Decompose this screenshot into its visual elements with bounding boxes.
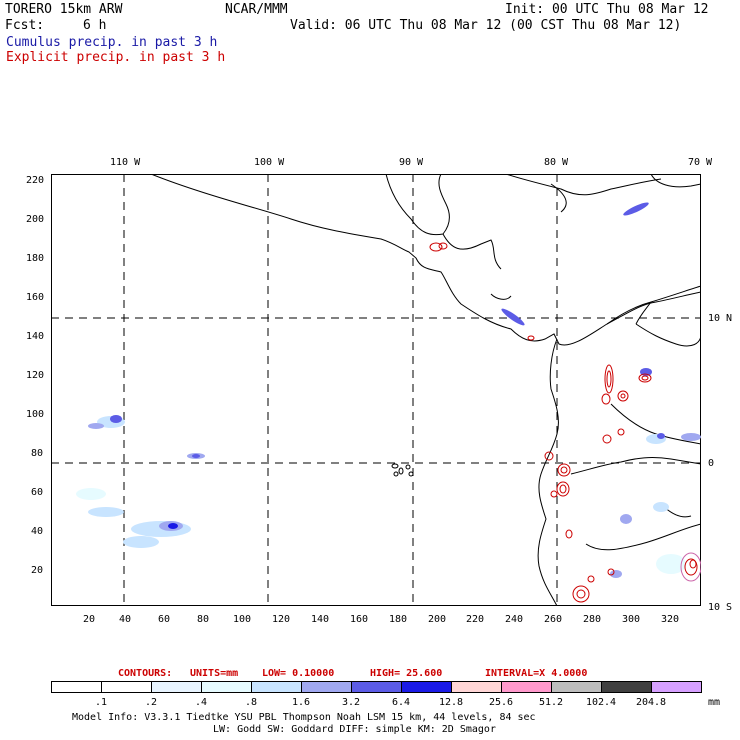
colorbar-label: 51.2 [538, 697, 564, 708]
colorbar-label: .8 [244, 697, 258, 708]
colorbar-cell [301, 681, 352, 693]
valid-time: Valid: 06 UTC Thu 08 Mar 12 (00 CST Thu … [290, 18, 682, 33]
colorbar-unit: mm [708, 697, 721, 708]
colorbar-cell [401, 681, 452, 693]
colorbar-label: 204.8 [635, 697, 667, 708]
lat-label-10s: 10 S [708, 602, 733, 613]
colorbar-cell [251, 681, 302, 693]
coast-belize [442, 233, 502, 270]
y-tick: 60 [31, 487, 44, 498]
colorbar-cell [651, 681, 702, 693]
colorbar-label: 12.8 [438, 697, 464, 708]
x-tick: 260 [544, 614, 563, 625]
x-tick: 200 [428, 614, 447, 625]
model-info: Model Info: V3.3.1 Tiedtke YSU PBL Thomp… [72, 712, 536, 723]
lon-label-90w: 90 W [399, 157, 424, 168]
colorbar-cell [451, 681, 502, 693]
contour-units: UNITS=mm [190, 668, 239, 679]
y-tick: 140 [26, 331, 45, 342]
lat-label-10n: 10 N [708, 313, 733, 324]
model-title: TORERO 15km ARW [5, 2, 123, 17]
colorbar-cell [501, 681, 552, 693]
colorbar-label: 25.6 [488, 697, 514, 708]
init-time: Init: 00 UTC Thu 08 Mar 12 [505, 2, 709, 17]
x-tick: 100 [233, 614, 252, 625]
y-tick: 160 [26, 292, 45, 303]
y-tick: 200 [26, 214, 45, 225]
lon-label-100w: 100 W [254, 157, 285, 168]
forecast-value: 6 h [83, 18, 107, 33]
contour-label: CONTOURS: [118, 668, 173, 679]
coastlines [150, 174, 701, 606]
coast-cuba-west [550, 183, 567, 213]
precip-map [51, 174, 701, 606]
contour-low: LOW= 0.10000 [262, 668, 335, 679]
x-tick: 320 [661, 614, 680, 625]
x-tick: 240 [505, 614, 524, 625]
lon-label-110w: 110 W [110, 157, 141, 168]
y-tick: 20 [31, 565, 44, 576]
x-tick: 220 [466, 614, 485, 625]
coast-caribbean-north [650, 174, 701, 188]
y-tick: 80 [31, 448, 44, 459]
y-tick: 40 [31, 526, 44, 537]
y-tick: 220 [26, 175, 45, 186]
x-tick: 20 [83, 614, 96, 625]
graticule [51, 174, 701, 606]
y-tick: 100 [26, 409, 45, 420]
y-tick: 120 [26, 370, 45, 381]
colorbar-cell [551, 681, 602, 693]
colorbar-label: 1.6 [291, 697, 311, 708]
contour-interval: INTERVAL=X 4.0000 [485, 668, 588, 679]
border-ecuador-peru [570, 457, 701, 475]
colorbar-label: .4 [194, 697, 208, 708]
organization: NCAR/MMM [225, 2, 288, 17]
colorbar-label: 102.4 [585, 697, 617, 708]
x-tick: 300 [622, 614, 641, 625]
colorbar-label: 6.4 [391, 697, 411, 708]
legend-cumulus: Cumulus precip. in past 3 h [6, 35, 218, 50]
x-tick: 40 [119, 614, 132, 625]
x-tick: 140 [311, 614, 330, 625]
colorbar-cell [201, 681, 252, 693]
legend-explicit: Explicit precip. in past 3 h [6, 50, 226, 65]
x-tick: 60 [158, 614, 171, 625]
colorbar-cell [601, 681, 652, 693]
explicit-precip [429, 242, 701, 603]
forecast-label: Fcst: [5, 18, 45, 33]
colorbar-label: .2 [144, 697, 158, 708]
lon-label-70w: 70 W [688, 157, 713, 168]
x-tick: 180 [389, 614, 408, 625]
contour-high: HIGH= 25.600 [370, 668, 443, 679]
coast-venezuela [606, 291, 701, 347]
coast-cuba [505, 174, 662, 196]
galapagos-islands [391, 463, 414, 477]
lat-label-0: 0 [708, 458, 715, 469]
x-tick: 120 [272, 614, 291, 625]
coast-honduras-isl [490, 293, 512, 300]
border-peru-brazil [585, 523, 701, 551]
colorbar-label: 3.2 [341, 697, 361, 708]
colorbar-cell [151, 681, 202, 693]
physics-info: LW: Godd SW: Goddard DIFF: simple KM: 2D… [213, 724, 496, 735]
colorbar-cell [101, 681, 152, 693]
x-tick: 280 [583, 614, 602, 625]
cumulus-precip [76, 202, 701, 578]
colorbar-cell [51, 681, 102, 693]
coast-south-america-west [537, 338, 559, 606]
x-tick: 160 [350, 614, 369, 625]
colorbar-label: .1 [94, 697, 108, 708]
y-tick: 180 [26, 253, 45, 264]
lon-label-80w: 80 W [544, 157, 569, 168]
colorbar-cell [351, 681, 402, 693]
x-tick: 80 [197, 614, 210, 625]
